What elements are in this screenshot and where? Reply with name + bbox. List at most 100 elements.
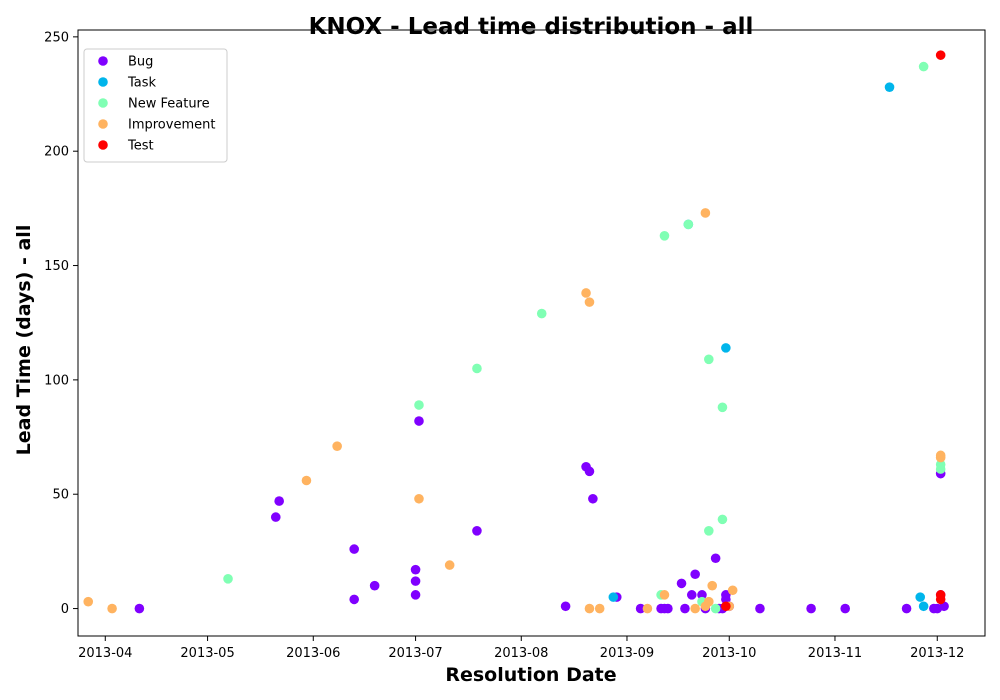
point-bug <box>369 580 380 591</box>
point-bug <box>663 603 673 614</box>
point-bug <box>414 416 424 426</box>
point-new-feature <box>683 219 694 230</box>
point-new-feature <box>935 464 946 474</box>
legend: Bug Task New Feature Improvement Test <box>83 48 228 163</box>
point-improvement <box>581 288 591 298</box>
point-test <box>721 601 731 612</box>
legend-label: Task <box>127 76 157 91</box>
x-axis-label: Resolution Date <box>445 664 616 686</box>
point-improvement <box>659 590 670 600</box>
point-task <box>884 82 895 92</box>
x-tick-label: 2013-05 <box>180 646 234 661</box>
legend-marker <box>98 77 108 87</box>
point-improvement <box>935 452 946 463</box>
point-bug <box>710 553 721 564</box>
point-new-feature <box>223 574 233 584</box>
point-bug <box>635 603 646 614</box>
point-new-feature <box>536 308 547 319</box>
point-improvement <box>690 603 700 614</box>
point-bug <box>410 576 421 586</box>
x-tick-label: 2013-04 <box>78 646 132 661</box>
point-bug <box>755 603 765 614</box>
y-axis-label: Lead Time (days) - all <box>13 225 35 456</box>
y-tick-label: 150 <box>44 259 69 274</box>
point-improvement <box>584 297 595 307</box>
point-bug <box>588 493 598 504</box>
chart-title: KNOX - Lead time distribution - all <box>309 14 754 40</box>
legend-marker <box>98 119 108 129</box>
legend-frame <box>83 48 228 163</box>
y-tick-label: 200 <box>44 145 69 160</box>
point-task <box>721 343 731 353</box>
y-axis-ticks: 0 50 100 150 200 250 <box>44 30 78 617</box>
legend-label: Bug <box>128 55 153 70</box>
point-new-feature <box>704 526 714 536</box>
point-improvement <box>584 603 595 614</box>
point-bug <box>686 590 697 600</box>
point-bug <box>134 603 145 614</box>
legend-marker <box>98 56 108 66</box>
point-bug <box>697 590 707 600</box>
point-new-feature <box>472 363 482 374</box>
point-bug <box>349 544 359 554</box>
point-new-feature <box>710 603 721 614</box>
point-bug <box>676 578 687 589</box>
point-bug <box>806 603 816 614</box>
data-points <box>83 50 949 614</box>
point-new-feature <box>717 514 728 525</box>
point-bug <box>472 526 482 536</box>
point-task <box>608 592 619 602</box>
y-tick-label: 50 <box>52 488 69 503</box>
point-improvement <box>642 603 653 614</box>
point-improvement <box>332 441 342 451</box>
x-tick-label: 2013-09 <box>600 646 654 661</box>
point-bug <box>901 603 912 614</box>
legend-label: Improvement <box>128 118 215 133</box>
point-bug <box>410 590 421 600</box>
legend-label: New Feature <box>128 97 210 112</box>
point-new-feature <box>918 61 929 72</box>
point-bug <box>840 603 850 614</box>
point-improvement <box>301 475 312 486</box>
x-tick-label: 2013-12 <box>910 646 964 661</box>
point-bug <box>270 512 281 522</box>
point-bug <box>721 590 731 600</box>
point-improvement <box>594 603 605 614</box>
y-tick-label: 100 <box>44 373 69 388</box>
point-task <box>918 601 929 612</box>
point-improvement <box>107 603 117 614</box>
point-improvement <box>83 596 94 607</box>
point-improvement <box>704 596 714 607</box>
x-tick-label: 2013-06 <box>286 646 340 661</box>
point-bug <box>410 564 421 575</box>
point-improvement <box>444 560 455 570</box>
point-bug <box>690 569 700 580</box>
point-new-feature <box>414 400 424 410</box>
point-new-feature <box>659 231 670 241</box>
x-tick-label: 2013-07 <box>388 646 442 661</box>
y-tick-label: 250 <box>44 30 69 45</box>
point-test <box>935 50 946 60</box>
point-improvement <box>727 585 738 596</box>
point-bug <box>560 601 571 612</box>
point-improvement <box>707 580 718 591</box>
x-tick-label: 2013-08 <box>494 646 548 661</box>
plot-frame <box>77 29 986 637</box>
x-tick-label: 2013-11 <box>808 646 862 661</box>
legend-marker <box>98 140 108 150</box>
point-bug <box>274 496 284 506</box>
point-task <box>915 592 926 602</box>
point-new-feature <box>717 402 728 413</box>
point-bug <box>349 594 359 605</box>
point-bug <box>584 466 595 477</box>
legend-label: Test <box>127 139 154 154</box>
x-axis-ticks: 2013-04 2013-05 2013-06 2013-07 2013-08 2013-… <box>78 636 964 661</box>
x-tick-label: 2013-10 <box>702 646 756 661</box>
point-test <box>935 594 946 605</box>
point-new-feature <box>704 354 714 365</box>
legend-marker <box>98 98 108 108</box>
point-improvement <box>414 493 424 504</box>
y-tick-label: 0 <box>61 602 69 617</box>
point-improvement <box>700 208 711 218</box>
